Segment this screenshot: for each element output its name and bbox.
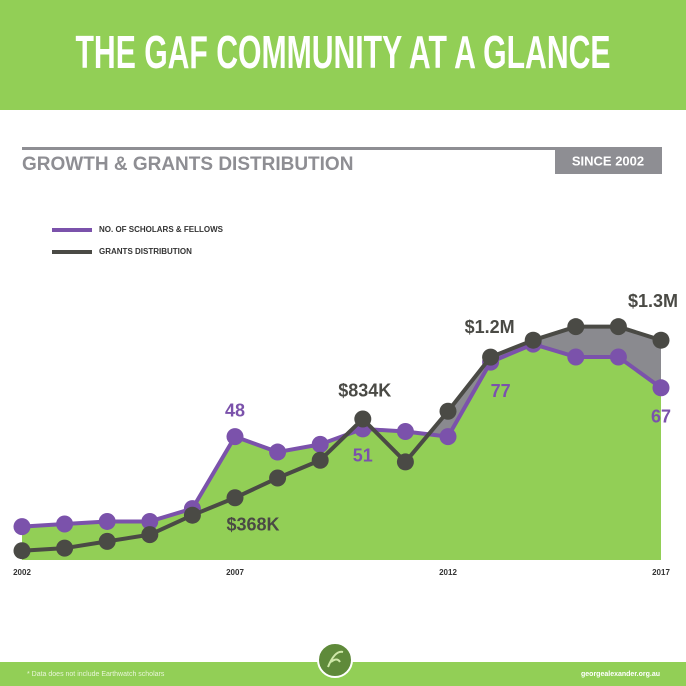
value-label: $1.2M xyxy=(465,317,515,337)
point xyxy=(567,348,585,366)
footnote: * Data does not include Earthwatch schol… xyxy=(27,671,165,678)
point xyxy=(354,410,372,428)
point xyxy=(439,428,457,446)
x-tick-label: 2017 xyxy=(652,568,670,577)
point xyxy=(269,469,287,487)
badge: SINCE 2002 xyxy=(572,153,644,168)
point xyxy=(396,453,414,471)
website: georgealexander.org.au xyxy=(581,671,660,678)
value-label: $1.3M xyxy=(628,291,678,311)
point xyxy=(56,515,74,533)
logo-mark xyxy=(327,650,344,668)
point xyxy=(141,526,159,544)
point xyxy=(396,423,414,440)
value-label: 67 xyxy=(651,407,671,427)
legend-label: NO. OF SCHOLARS & FELLOWS xyxy=(99,225,224,234)
legend-label: GRANTS DISTRIBUTION xyxy=(99,247,192,256)
value-label: 51 xyxy=(353,446,373,466)
point xyxy=(269,443,287,461)
point xyxy=(652,331,670,349)
point xyxy=(439,402,457,420)
header-band xyxy=(0,0,686,110)
badge-box xyxy=(555,149,662,174)
plot: 2002 2007 2012 2017 NO. OF SCHOLARS & FELLOW… xyxy=(13,225,678,577)
point xyxy=(609,348,627,366)
point xyxy=(311,435,329,453)
chart-title: GROWTH & GRANTS DISTRIBUTION xyxy=(22,154,353,175)
x-tick-label: 2002 xyxy=(13,568,31,577)
series-line xyxy=(21,342,663,529)
point xyxy=(98,532,116,550)
value-label: $368K xyxy=(226,515,279,535)
point xyxy=(141,512,159,530)
value-label: 77 xyxy=(491,381,511,401)
series-line xyxy=(21,324,662,553)
x-tick-label: 2012 xyxy=(439,568,457,577)
point xyxy=(13,542,31,560)
value-label: $834K xyxy=(338,381,391,401)
point xyxy=(311,451,329,469)
point xyxy=(567,318,585,336)
area xyxy=(22,344,661,560)
point xyxy=(524,331,542,349)
point xyxy=(226,428,244,446)
rule xyxy=(22,147,662,150)
point xyxy=(183,506,201,524)
point xyxy=(609,318,627,336)
point xyxy=(652,379,670,397)
point xyxy=(226,489,244,507)
x-tick-label: 2007 xyxy=(226,568,244,577)
point xyxy=(13,518,31,536)
point xyxy=(56,539,74,557)
point xyxy=(98,512,116,530)
page-title: THE GAF COMMUNITY AT A GLANCE xyxy=(76,26,611,78)
point xyxy=(482,348,500,366)
value-label: 48 xyxy=(225,400,245,420)
